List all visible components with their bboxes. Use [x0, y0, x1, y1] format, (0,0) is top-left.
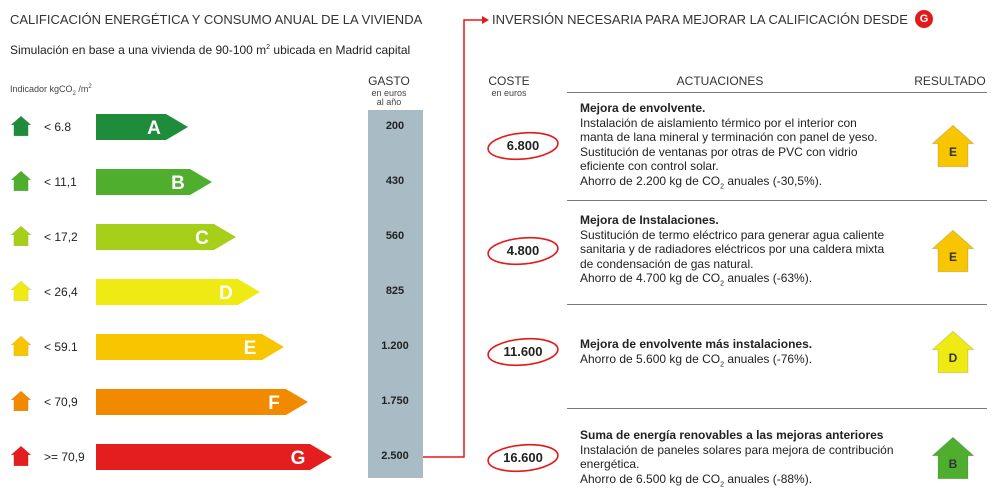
action-saving: Ahorro de 5.600 kg de CO2 anuales (-76%)…: [580, 351, 813, 368]
house-icon-a: [10, 115, 32, 142]
rating-threshold-label: < 70,9: [44, 395, 78, 409]
action-separator: [567, 92, 987, 93]
spend-value: 825: [385, 285, 405, 297]
result-letter: E: [948, 145, 957, 159]
rating-arrow-c: C: [96, 224, 236, 250]
action-line: sanitaria y de radiadores eléctricos por…: [580, 242, 885, 256]
result-house-icon: D: [930, 329, 976, 375]
action-title: Mejora de Instalaciones.: [580, 213, 719, 227]
spend-sub-1: en euros: [371, 88, 407, 98]
result-house-icon: E: [930, 123, 976, 169]
cost-highlight-circle: [487, 443, 559, 473]
action-title: Mejora de envolvente más instalaciones.: [580, 337, 813, 351]
result-letter: B: [948, 457, 958, 471]
action-line: Instalación de paneles solares para mejo…: [580, 442, 894, 457]
rating-threshold-label: < 11,1: [44, 175, 77, 189]
result-house-icon: E: [930, 228, 976, 274]
rating-letter: G: [291, 448, 306, 469]
cost-highlight-circle: [487, 131, 559, 161]
house-icon-e: [10, 335, 32, 362]
cost-highlight-circle: [487, 337, 559, 367]
spend-value: 2.500: [381, 450, 409, 462]
action-separator: [567, 200, 987, 201]
rating-arrow-f: F: [96, 389, 308, 415]
action-line: Sustitución de termo eléctrico para gene…: [580, 227, 885, 242]
rating-threshold-label: < 6.8: [44, 120, 72, 134]
house-icon-f: [10, 390, 32, 417]
action-description: Mejora de envolvente. Instalación de aisl…: [580, 101, 920, 194]
action-saving: Ahorro de 6.500 kg de CO2 anuales (-88%)…: [580, 471, 813, 488]
action-line: de condensación de gas natural.: [580, 256, 754, 271]
spend-header: GASTO: [368, 74, 410, 88]
result-letter: E: [948, 250, 957, 264]
spend-value: 1.750: [381, 395, 409, 407]
flow-arrow: [423, 16, 489, 458]
house-icon-d: [10, 280, 32, 307]
left-title: CALIFICACIÓN ENERGÉTICA Y CONSUMO ANUAL …: [10, 12, 423, 27]
cost-highlight-circle: [487, 236, 559, 266]
action-description: Mejora de Instalaciones. Sustitución de t…: [580, 213, 920, 292]
rating-arrow-d: D: [96, 279, 260, 305]
cost-value: 16.600: [503, 450, 543, 465]
rating-arrow-e: E: [96, 334, 284, 360]
action-saving: Ahorro de 4.700 kg de CO2 anuales (-63%)…: [580, 271, 813, 288]
house-icon-g: [10, 445, 32, 472]
spend-value: 560: [385, 230, 405, 242]
action-title: Suma de energía renovables a las mejoras…: [580, 428, 884, 442]
subtitle: Simulación en base a una vivienda de 90-…: [10, 43, 411, 57]
rating-threshold-label: >= 70,9: [44, 450, 85, 464]
rating-arrow-b: B: [96, 169, 212, 195]
action-line: eficiente con control solar.: [580, 159, 719, 173]
action-saving: Ahorro de 2.200 kg de CO2 anuales (-30,5…: [580, 173, 823, 190]
spend-column: [368, 110, 423, 478]
result-house-icon: B: [930, 435, 976, 481]
action-line: Instalación de aislamiento térmico por e…: [580, 115, 857, 130]
spend-value: 1.200: [381, 340, 409, 352]
rating-arrow-a: A: [96, 114, 188, 140]
cost-sub: en euros: [491, 88, 527, 98]
cost-value: 11.600: [503, 344, 543, 359]
cost-value: 4.800: [506, 243, 540, 258]
house-icon-b: [10, 170, 32, 197]
action-title: Mejora de envolvente.: [580, 101, 706, 115]
action-description: Mejora de envolvente más instalaciones. A…: [580, 337, 920, 372]
rating-letter: A: [147, 118, 161, 139]
action-separator: [567, 408, 987, 409]
spend-value: 200: [385, 120, 405, 132]
rating-letter: B: [171, 173, 185, 194]
action-line: Sustitución de ventanas por otras de PVC…: [580, 144, 858, 159]
rating-letter: F: [268, 393, 280, 414]
house-icon-c: [10, 225, 32, 252]
indicator-label: Indicador kgCO2 /m2: [10, 84, 92, 97]
result-letter: D: [948, 351, 958, 365]
action-description: Suma de energía renovables a las mejoras…: [580, 428, 920, 492]
cost-value: 6.800: [506, 138, 540, 153]
action-separator: [567, 304, 987, 305]
cost-header: COSTE: [488, 74, 530, 88]
actions-header: ACTUACIONES: [676, 74, 764, 88]
rating-letter: D: [219, 283, 233, 304]
action-line: manta de lana mineral y terminación con …: [580, 130, 878, 144]
result-header: RESULTADO: [914, 74, 986, 88]
rating-letter: E: [244, 338, 257, 359]
right-title: INVERSIÓN NECESARIA PARA MEJORAR LA CALI…: [492, 12, 908, 27]
title-rating-badge: G: [915, 10, 933, 28]
rating-threshold-label: < 59.1: [44, 340, 78, 354]
rating-threshold-label: < 26,4: [44, 285, 78, 299]
spend-sub-2: al año: [376, 97, 402, 107]
rating-arrow-g: G: [96, 444, 332, 470]
spend-value: 430: [385, 175, 405, 187]
rating-letter: C: [195, 228, 209, 249]
rating-threshold-label: < 17,2: [44, 230, 78, 244]
action-line: energética.: [580, 457, 640, 471]
